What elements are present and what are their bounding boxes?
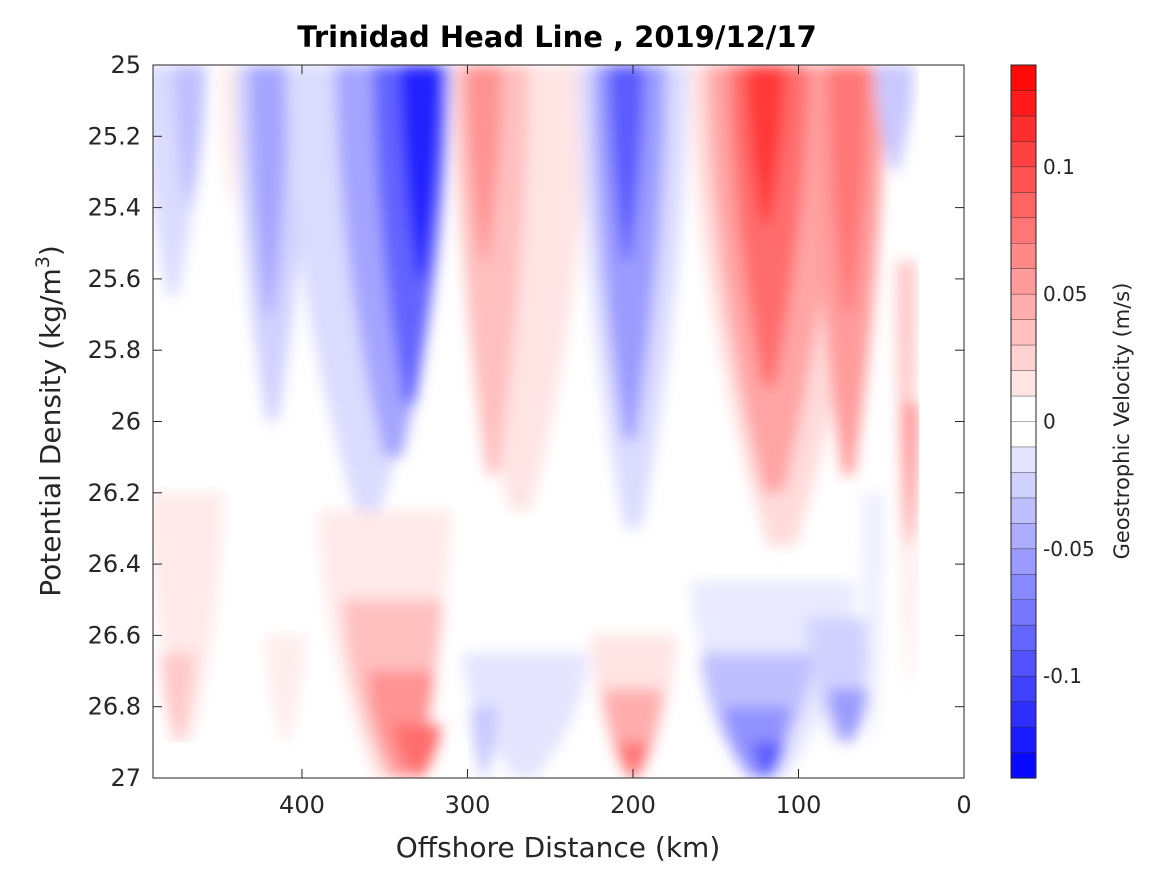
velocity-feature bbox=[874, 65, 915, 172]
colorbar: 0.1 0.05 0 -0.05 -0.1 bbox=[1010, 64, 1095, 779]
velocity-feature bbox=[172, 65, 206, 208]
y-tick-label: 27 bbox=[110, 764, 141, 792]
colorbar-segment bbox=[1011, 141, 1036, 168]
colorbar-title: Geostrophic Velocity (m/s) bbox=[1110, 283, 1134, 560]
colorbar-tick-label: 0 bbox=[1043, 410, 1056, 434]
y-axis: 25 25.2 25.4 25.6 25.8 26 26.2 26.4 26.6 26.8 27 bbox=[88, 51, 964, 792]
colorbar-segment bbox=[1011, 65, 1036, 92]
y-tick-label: 25.4 bbox=[88, 194, 141, 222]
velocity-feature bbox=[265, 635, 306, 743]
colorbar-segment bbox=[1011, 625, 1036, 652]
y-tick-label: 26.2 bbox=[88, 479, 141, 507]
velocity-feature bbox=[399, 65, 443, 279]
colorbar-tick-label: 0.1 bbox=[1043, 155, 1075, 179]
y-tick-label: 26 bbox=[110, 408, 141, 436]
no-data-mask bbox=[153, 742, 286, 778]
velocity-feature bbox=[901, 546, 918, 689]
colorbar-segment bbox=[1011, 727, 1036, 754]
velocity-feature bbox=[728, 65, 809, 386]
x-tick-label: 0 bbox=[956, 791, 971, 819]
colorbar-segment bbox=[1011, 268, 1036, 295]
colorbar-segment bbox=[1011, 752, 1036, 779]
y-tick-label: 25.2 bbox=[88, 122, 141, 150]
colorbar-segment bbox=[1011, 166, 1036, 193]
colorbar-segment bbox=[1011, 90, 1036, 117]
colorbar-segment bbox=[1011, 650, 1036, 677]
colorbar-segment bbox=[1011, 446, 1036, 474]
colorbar-segment bbox=[1011, 115, 1036, 142]
y-tick-label: 26.6 bbox=[88, 621, 141, 649]
velocity-feature bbox=[863, 492, 883, 743]
colorbar-segment bbox=[1011, 472, 1036, 499]
x-tick-label: 400 bbox=[279, 791, 325, 819]
no-data-mask bbox=[575, 742, 597, 778]
velocity-feature bbox=[828, 688, 869, 743]
velocity-feature bbox=[248, 65, 289, 315]
y-tick-label: 25.6 bbox=[88, 265, 141, 293]
velocity-feature bbox=[465, 65, 503, 262]
y-axis-title-sup: 3 bbox=[32, 256, 54, 268]
y-axis-title-close: ) bbox=[34, 245, 67, 256]
colorbar-segment bbox=[1011, 243, 1036, 270]
chart-title: Trinidad Head Line , 2019/12/17 bbox=[297, 20, 817, 54]
velocity-feature bbox=[394, 724, 441, 778]
velocity-feature bbox=[904, 403, 918, 547]
colorbar-tick-label: -0.1 bbox=[1043, 664, 1082, 688]
x-tick-label: 300 bbox=[445, 791, 491, 819]
colorbar-segment bbox=[1011, 701, 1036, 728]
colorbar-segment bbox=[1011, 599, 1036, 626]
colorbar-segment bbox=[1011, 192, 1036, 219]
velocity-feature bbox=[462, 653, 589, 778]
x-axis-title: Offshore Distance (km) bbox=[396, 831, 721, 864]
colorbar-tick-label: 0.05 bbox=[1043, 282, 1088, 306]
velocity-feature bbox=[616, 742, 650, 778]
y-axis-title: Potential Density (kg/m3) bbox=[32, 245, 67, 597]
colorbar-segment bbox=[1011, 396, 1036, 423]
colorbar-segment bbox=[1011, 548, 1036, 575]
colorbar-segment bbox=[1011, 523, 1036, 550]
colorbar-segment bbox=[1011, 345, 1036, 372]
no-data-mask bbox=[450, 742, 468, 778]
velocity-feature bbox=[828, 65, 869, 315]
velocity-feature bbox=[603, 688, 663, 778]
y-axis-title-main: Potential Density (kg/m bbox=[34, 268, 67, 597]
velocity-feature bbox=[745, 65, 786, 226]
colorbar-segment bbox=[1011, 574, 1036, 601]
colorbar-segment bbox=[1011, 370, 1036, 397]
colorbar-segment bbox=[1011, 421, 1036, 448]
velocity-feature bbox=[161, 653, 195, 743]
colorbar-segment bbox=[1011, 294, 1036, 321]
y-tick-label: 25.8 bbox=[88, 336, 141, 364]
velocity-feature bbox=[608, 65, 645, 262]
colorbar-segment bbox=[1011, 676, 1036, 703]
velocity-feature bbox=[470, 706, 498, 778]
colorbar-segment bbox=[1011, 319, 1036, 346]
colorbar-frame bbox=[1010, 64, 1037, 779]
velocity-field bbox=[153, 65, 964, 778]
colorbar-segment bbox=[1011, 497, 1036, 524]
colorbar-segment bbox=[1011, 217, 1036, 244]
x-axis: 400 300 200 100 0 bbox=[279, 65, 972, 819]
y-tick-label: 26.8 bbox=[88, 693, 141, 721]
velocity-feature bbox=[752, 742, 786, 778]
x-tick-label: 200 bbox=[610, 791, 656, 819]
x-tick-label: 100 bbox=[776, 791, 822, 819]
y-tick-label: 26.4 bbox=[88, 550, 141, 578]
colorbar-tick-label: -0.05 bbox=[1043, 537, 1095, 561]
y-tick-label: 25 bbox=[110, 51, 141, 79]
